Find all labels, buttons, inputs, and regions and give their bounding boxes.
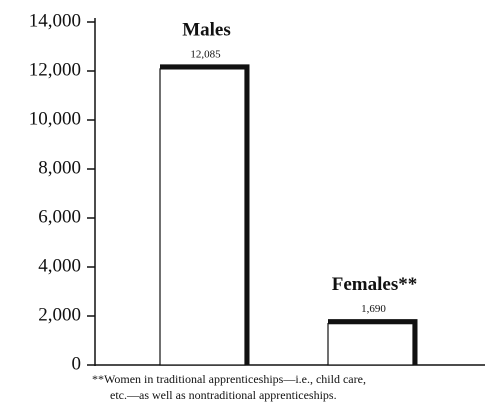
y-tick-label: 12,000 xyxy=(29,59,81,80)
bar-shadow xyxy=(328,319,418,365)
category-label: Females** xyxy=(332,274,417,295)
y-tick-label: 4,000 xyxy=(38,255,81,276)
y-tick-label: 0 xyxy=(72,353,82,374)
y-tick-label: 8,000 xyxy=(38,157,81,178)
y-tick-label: 14,000 xyxy=(29,10,81,31)
y-tick-label: 2,000 xyxy=(38,304,81,325)
y-tick-label: 6,000 xyxy=(38,206,81,227)
bar xyxy=(159,68,246,366)
bar xyxy=(327,322,414,366)
bar-shadow xyxy=(160,64,250,365)
value-label: 12,085 xyxy=(190,48,221,60)
footnote: **Women in traditional apprenticeships—i… xyxy=(92,372,366,386)
footnote: etc.—as well as nontraditional apprentic… xyxy=(110,388,337,402)
value-label: 1,690 xyxy=(361,303,386,315)
y-tick-label: 10,000 xyxy=(29,108,81,129)
category-label: Males xyxy=(182,19,231,40)
